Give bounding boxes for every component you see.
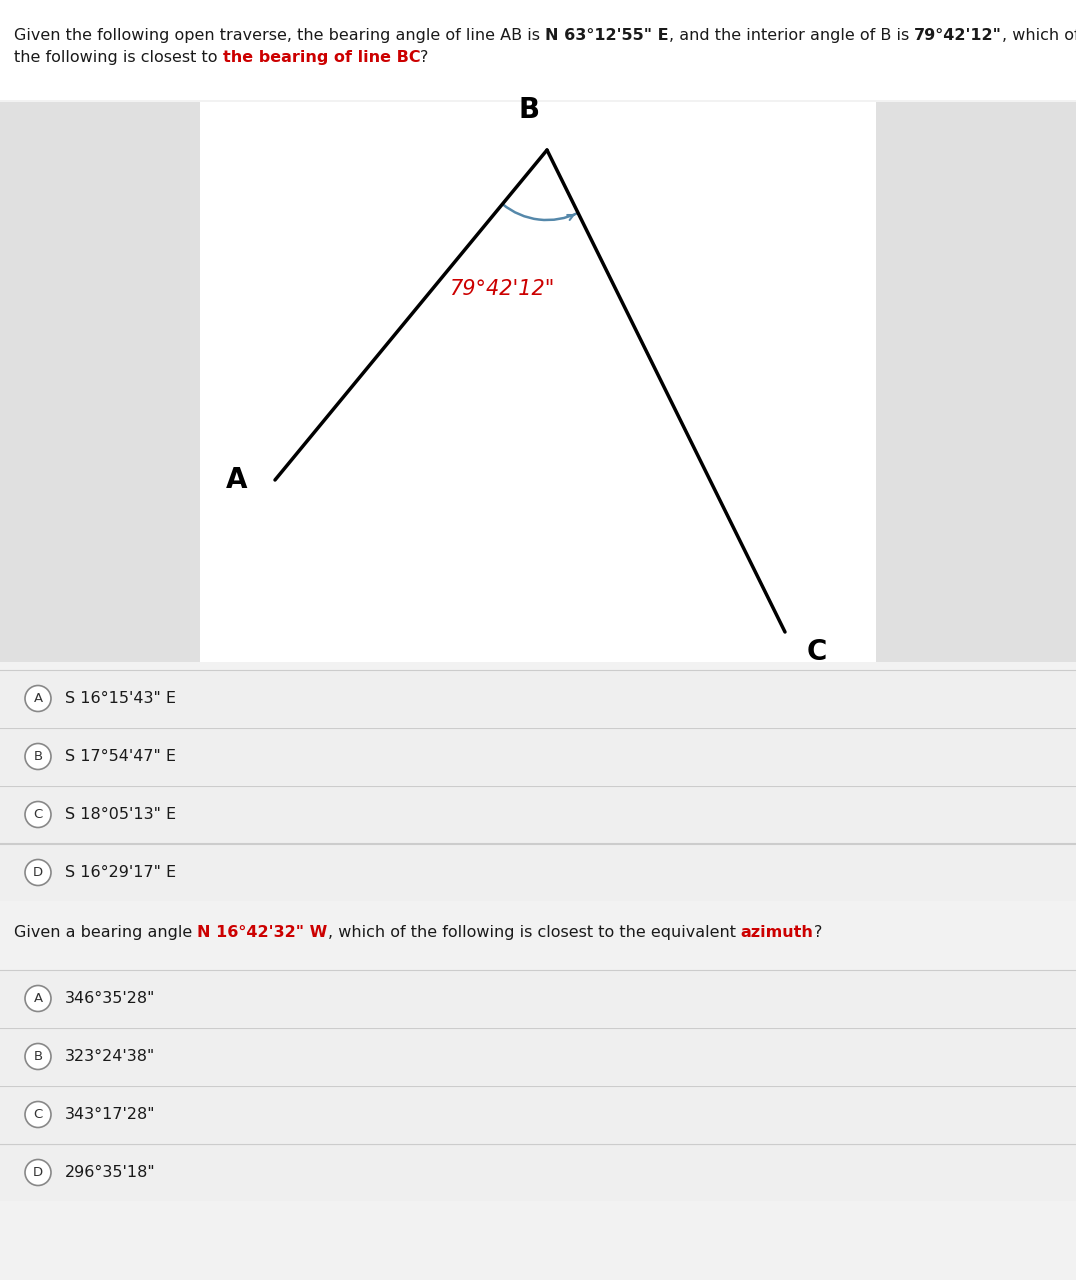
Text: B: B [519, 96, 539, 124]
Text: S 16°29'17" E: S 16°29'17" E [65, 865, 176, 881]
Text: 343°17'28": 343°17'28" [65, 1107, 156, 1123]
Text: B: B [33, 750, 43, 763]
FancyBboxPatch shape [0, 1144, 1076, 1201]
Text: the bearing of line BC: the bearing of line BC [223, 50, 421, 65]
Text: C: C [33, 808, 43, 820]
Text: S 16°15'43" E: S 16°15'43" E [65, 691, 176, 707]
Text: N 63°12'55" E: N 63°12'55" E [546, 28, 669, 44]
Text: , which of: , which of [1002, 28, 1076, 44]
Text: ?: ? [813, 925, 822, 940]
Text: A: A [226, 466, 247, 494]
FancyBboxPatch shape [200, 102, 876, 662]
Circle shape [25, 1160, 51, 1185]
Text: D: D [33, 867, 43, 879]
Text: azimuth: azimuth [740, 925, 813, 940]
FancyBboxPatch shape [0, 786, 1076, 844]
FancyBboxPatch shape [0, 102, 200, 662]
Text: 346°35'28": 346°35'28" [65, 991, 155, 1006]
Circle shape [25, 1102, 51, 1128]
FancyBboxPatch shape [0, 1028, 1076, 1085]
Text: A: A [33, 992, 43, 1005]
Text: S 17°54'47" E: S 17°54'47" E [65, 749, 176, 764]
Text: C: C [33, 1108, 43, 1121]
Text: , and the interior angle of B is: , and the interior angle of B is [669, 28, 915, 44]
Text: C: C [807, 637, 827, 666]
Circle shape [25, 744, 51, 769]
FancyBboxPatch shape [0, 669, 1076, 727]
Text: Given a bearing angle: Given a bearing angle [14, 925, 197, 940]
Circle shape [25, 986, 51, 1011]
Text: D: D [33, 1166, 43, 1179]
Text: , which of the following is closest to the equivalent: , which of the following is closest to t… [327, 925, 740, 940]
Text: 323°24'38": 323°24'38" [65, 1050, 155, 1064]
Circle shape [25, 859, 51, 886]
Text: S 18°05'13" E: S 18°05'13" E [65, 806, 176, 822]
Circle shape [25, 801, 51, 827]
FancyBboxPatch shape [0, 844, 1076, 901]
Text: A: A [33, 692, 43, 705]
Circle shape [25, 686, 51, 712]
FancyBboxPatch shape [0, 1085, 1076, 1143]
FancyBboxPatch shape [0, 728, 1076, 785]
Text: B: B [33, 1050, 43, 1062]
Text: 79°42'12": 79°42'12" [450, 279, 555, 300]
Text: the following is closest to: the following is closest to [14, 50, 223, 65]
FancyBboxPatch shape [0, 970, 1076, 1027]
Text: N 16°42'32" W: N 16°42'32" W [197, 925, 327, 940]
Circle shape [25, 1043, 51, 1070]
FancyBboxPatch shape [0, 0, 1076, 100]
Text: 296°35'18": 296°35'18" [65, 1165, 156, 1180]
Text: Given the following open traverse, the bearing angle of line AB is: Given the following open traverse, the b… [14, 28, 546, 44]
Text: 79°42'12": 79°42'12" [915, 28, 1002, 44]
Text: ?: ? [421, 50, 428, 65]
FancyBboxPatch shape [0, 910, 1076, 960]
FancyBboxPatch shape [876, 102, 1076, 662]
